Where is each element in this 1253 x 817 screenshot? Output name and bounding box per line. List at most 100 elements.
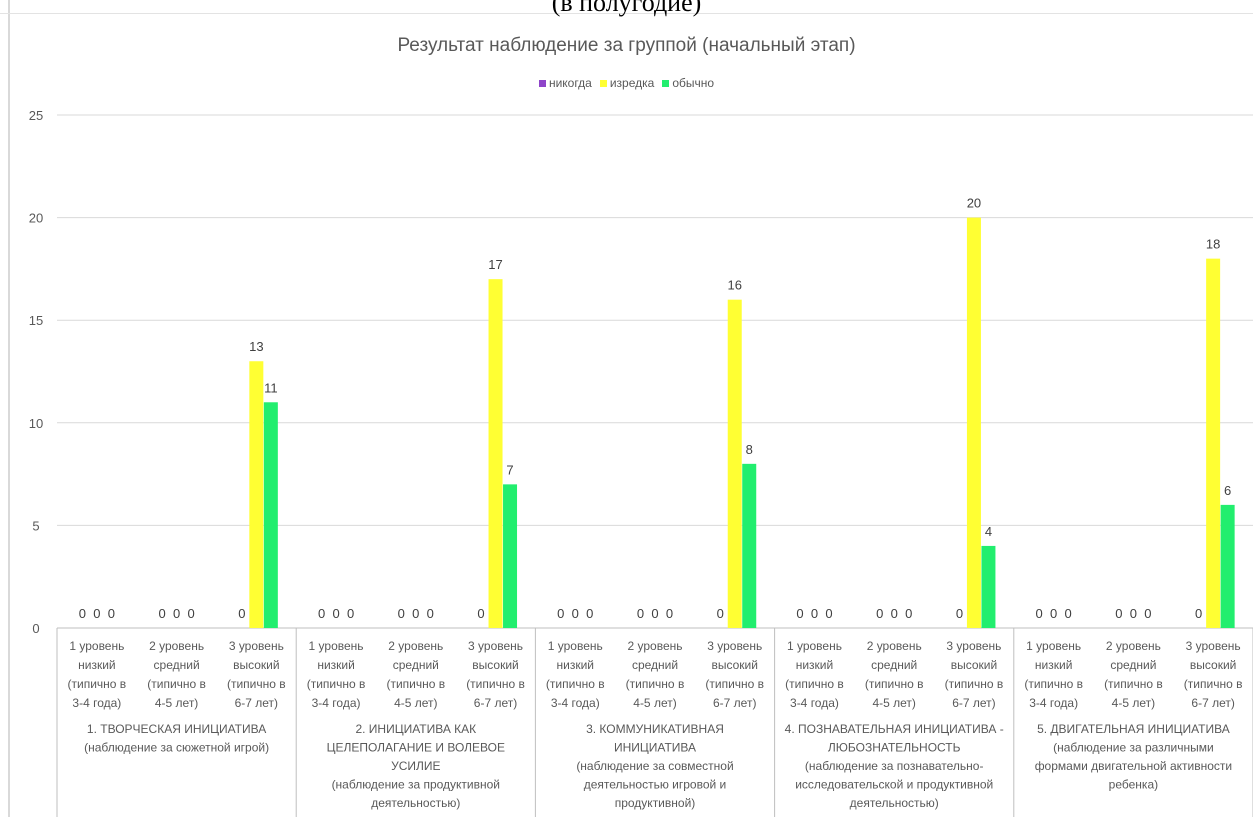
data-label: 0	[1195, 606, 1202, 621]
group-label: деятельностью игровой и	[584, 778, 727, 792]
data-label: 0	[158, 606, 165, 621]
x-tick-label: (типично в	[307, 677, 366, 691]
legend-item-rarely: изредка	[599, 76, 655, 90]
x-tick-label: средний	[1110, 658, 1156, 672]
x-tick-label: 3-4 года)	[1029, 696, 1078, 710]
bar	[981, 545, 996, 628]
data-label: 0	[956, 606, 963, 621]
legend-label-usually: обычно	[672, 76, 715, 90]
data-label: 0	[412, 606, 419, 621]
x-tick-label: 3 уровень	[707, 639, 762, 653]
x-tick-label: (типично в	[1184, 677, 1243, 691]
x-tick-label: низкий	[796, 658, 834, 672]
x-tick-label: 6-7 лет)	[713, 696, 756, 710]
data-label: 0	[572, 606, 579, 621]
x-tick-label: (типично в	[546, 677, 605, 691]
x-tick-label: 3 уровень	[946, 639, 1001, 653]
group-label: (наблюдение за совместной	[576, 759, 733, 773]
data-label: 16	[727, 278, 741, 293]
y-tick-label: 15	[29, 313, 43, 328]
page-heading: (в полугодие)	[551, 0, 702, 17]
group-label: ИНИЦИАТИВА	[614, 741, 696, 755]
data-label: 0	[1130, 606, 1137, 621]
data-label: 0	[1036, 606, 1043, 621]
x-tick-label: (типично в	[147, 677, 206, 691]
data-label: 0	[637, 606, 644, 621]
group-label: 1. ТВОРЧЕСКАЯ ИНИЦИАТИВА	[87, 722, 266, 736]
x-tick-label: 3-4 года)	[72, 696, 121, 710]
bar	[742, 463, 757, 628]
x-tick-label: 3 уровень	[468, 639, 523, 653]
data-label: 0	[1050, 606, 1057, 621]
group-label: 5. ДВИГАТЕЛЬНАЯ ИНИЦИАТИВА	[1037, 722, 1230, 736]
data-label: 0	[1065, 606, 1072, 621]
legend-swatch-usually	[662, 79, 670, 87]
x-tick-label: 3-4 года)	[551, 696, 600, 710]
chart-title: Результат наблюдение за группой (начальн…	[397, 35, 856, 56]
data-label: 0	[187, 606, 194, 621]
x-tick-label: средний	[871, 658, 917, 672]
x-tick-label: средний	[154, 658, 200, 672]
data-label: 0	[238, 606, 245, 621]
bar	[488, 279, 503, 628]
x-tick-label: низкий	[78, 658, 116, 672]
x-tick-label: высокий	[951, 658, 997, 672]
x-tick-label: 1 уровень	[309, 639, 364, 653]
group-label: ребенка)	[1109, 778, 1158, 792]
page-top-rule	[0, 13, 1253, 14]
group-label: продуктивной)	[615, 796, 696, 810]
data-label: 0	[318, 606, 325, 621]
x-tick-label: 6-7 лет)	[474, 696, 517, 710]
x-tick-label: (типично в	[68, 677, 127, 691]
bar	[1206, 258, 1221, 628]
x-tick-label: 2 уровень	[1106, 639, 1161, 653]
group-label: ЦЕЛЕПОЛАГАНИЕ И ВОЛЕВОЕ	[327, 741, 505, 755]
x-tick-label: 6-7 лет)	[235, 696, 278, 710]
bar	[263, 402, 278, 628]
x-tick-label: 6-7 лет)	[1191, 696, 1234, 710]
bar	[966, 217, 981, 628]
x-tick-label: 6-7 лет)	[952, 696, 995, 710]
bar	[1220, 504, 1235, 628]
legend-label-rarely: изредка	[609, 76, 655, 90]
x-tick-label: 2 уровень	[627, 639, 682, 653]
data-label: 0	[825, 606, 832, 621]
group-label: деятельностью)	[850, 796, 939, 810]
data-label: 0	[398, 606, 405, 621]
legend-swatch-rarely	[599, 79, 607, 87]
data-label: 18	[1206, 237, 1220, 252]
data-label: 13	[249, 339, 263, 354]
y-tick-label: 10	[29, 416, 43, 431]
bar	[727, 299, 742, 628]
x-tick-label: (типично в	[865, 677, 924, 691]
y-tick-label: 5	[32, 518, 39, 533]
group-label: 4. ПОЗНАВАТЕЛЬНАЯ ИНИЦИАТИВА -	[785, 722, 1004, 736]
x-tick-label: высокий	[233, 658, 279, 672]
bar	[503, 484, 518, 628]
x-tick-label: (типично в	[785, 677, 844, 691]
x-tick-label: (типично в	[945, 677, 1004, 691]
data-label: 0	[93, 606, 100, 621]
data-label: 0	[717, 606, 724, 621]
data-label: 0	[876, 606, 883, 621]
data-label: 0	[666, 606, 673, 621]
x-tick-label: низкий	[317, 658, 355, 672]
x-tick-label: 3 уровень	[1186, 639, 1241, 653]
x-tick-label: (типично в	[1104, 677, 1163, 691]
x-tick-label: низкий	[557, 658, 595, 672]
bar	[249, 361, 264, 628]
x-tick-label: (типично в	[386, 677, 445, 691]
x-tick-label: (типично в	[1024, 677, 1083, 691]
x-tick-label: 3-4 года)	[790, 696, 839, 710]
group-label: (наблюдение за познавательно-	[805, 759, 984, 773]
data-label: 0	[796, 606, 803, 621]
data-label: 0	[905, 606, 912, 621]
data-label: 0	[811, 606, 818, 621]
x-tick-label: 1 уровень	[787, 639, 842, 653]
group-label: формами двигательной активности	[1035, 759, 1232, 773]
x-tick-label: (типично в	[626, 677, 685, 691]
data-label: 0	[557, 606, 564, 621]
x-tick-label: (типично в	[705, 677, 764, 691]
